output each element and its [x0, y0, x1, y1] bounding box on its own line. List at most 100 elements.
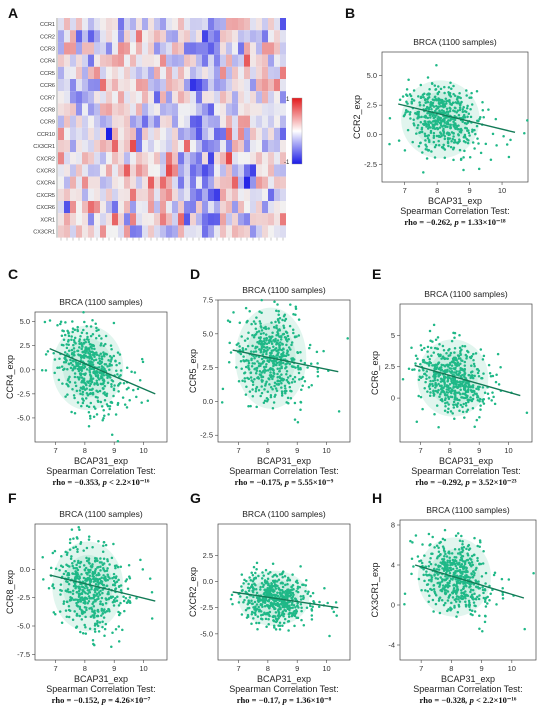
- scatter-point: [279, 606, 282, 610]
- scatter-point: [296, 587, 299, 590]
- scatter-point: [263, 399, 267, 402]
- scatter-point: [80, 376, 84, 379]
- scatter-point: [297, 318, 301, 321]
- scatter-point: [83, 320, 86, 324]
- scatter-point: [114, 587, 118, 590]
- heatmap-cell: [196, 115, 202, 128]
- scatter-point: [103, 414, 106, 418]
- scatter-point: [276, 591, 279, 595]
- scatter-point: [275, 361, 279, 365]
- scatter-point: [478, 594, 481, 597]
- scatter-point: [106, 381, 110, 384]
- regression-line: [232, 349, 339, 373]
- scatter-point: [454, 141, 457, 144]
- scatter-point: [491, 132, 495, 136]
- heatmap-cell: [124, 91, 130, 104]
- scatter-point: [460, 589, 463, 592]
- scatter-point: [100, 357, 104, 360]
- scatter-point: [500, 577, 504, 581]
- scatter-point: [437, 139, 440, 143]
- heatmap-cell: [64, 176, 70, 189]
- heatmap-cell: [124, 30, 130, 43]
- scatter-point: [299, 598, 303, 601]
- scatter-point: [274, 347, 278, 350]
- scatter-point: [478, 117, 481, 121]
- scatter-point: [456, 610, 460, 614]
- scatter-point: [111, 631, 114, 634]
- scatter-point: [277, 612, 281, 616]
- heatmap-cell: [280, 188, 286, 201]
- heatmap-cell: [172, 188, 178, 201]
- scatter-point: [426, 76, 430, 79]
- scatter-point: [440, 599, 444, 602]
- scatter-point: [73, 375, 77, 379]
- heatmap-cell: [172, 54, 178, 67]
- scatter-point: [449, 81, 452, 84]
- scatter-point: [448, 579, 452, 583]
- scatter-point: [245, 321, 248, 324]
- scatter-point: [416, 555, 420, 558]
- scatter-point: [462, 140, 466, 143]
- stat-result: rho = −0.175, p = 5.55×10⁻⁹: [235, 477, 334, 487]
- scatter-point: [436, 573, 440, 576]
- heatmap-cell: [208, 103, 214, 116]
- scatter-point: [346, 337, 349, 340]
- scatter-point: [118, 375, 121, 378]
- scatter-point: [453, 548, 457, 551]
- stat-test-title: Spearman Correlation Test:: [229, 684, 338, 694]
- scatter-point: [85, 546, 89, 550]
- y-tick-label: 0.0: [203, 577, 213, 586]
- scatter-point: [467, 561, 471, 565]
- heatmap-cell: [208, 91, 214, 104]
- scatter-point: [73, 340, 76, 344]
- scatter-point: [455, 567, 459, 570]
- scatter-point: [456, 361, 460, 364]
- scatter-point: [299, 350, 302, 354]
- scatter-point: [111, 576, 114, 580]
- scatter-point: [248, 576, 251, 579]
- scatter-point: [275, 575, 279, 578]
- scatter-point: [102, 616, 106, 619]
- scatter-point: [95, 614, 99, 618]
- scatter-point: [417, 112, 420, 116]
- scatter-point: [452, 589, 455, 592]
- scatter-point: [456, 109, 460, 112]
- heatmap-cell: [262, 103, 268, 116]
- scatter-point: [427, 92, 430, 95]
- scatter-point: [262, 332, 265, 335]
- heatmap-cell: [136, 115, 142, 128]
- scatter-point: [95, 379, 99, 383]
- scatter-point: [73, 372, 77, 375]
- scatter-point: [285, 378, 289, 382]
- heatmap-cell: [196, 30, 202, 43]
- scatter-point: [469, 107, 472, 111]
- scatter-point: [461, 543, 464, 546]
- scatter-point: [95, 592, 99, 596]
- scatter-point: [262, 348, 266, 352]
- scatter-point: [98, 577, 102, 581]
- scatter-point: [288, 324, 292, 328]
- scatter-point: [117, 578, 120, 582]
- scatter-point: [461, 344, 464, 348]
- heatmap-cell: [238, 54, 244, 67]
- density-cloud-inner: [62, 554, 113, 618]
- scatter-point: [71, 387, 74, 391]
- scatter-point: [449, 145, 453, 149]
- scatter-point: [95, 413, 99, 416]
- scatter-point: [276, 367, 279, 371]
- heatmap-cell: [136, 42, 142, 55]
- scatter-points: [40, 310, 150, 443]
- scatter-point: [241, 347, 245, 350]
- heatmap-cell: [202, 115, 208, 128]
- scatter-point: [464, 603, 468, 607]
- scatter-point: [289, 303, 292, 306]
- scatter-point: [101, 620, 104, 623]
- y-tick-label: -5.0: [17, 413, 30, 422]
- scatter-point: [59, 593, 62, 596]
- p-label: , p: [460, 477, 472, 487]
- scatter-point: [130, 370, 133, 374]
- heatmap-cell: [202, 103, 208, 116]
- scatter-point: [71, 330, 74, 334]
- heatmap-cell: [178, 115, 184, 128]
- scatter-point: [249, 371, 252, 375]
